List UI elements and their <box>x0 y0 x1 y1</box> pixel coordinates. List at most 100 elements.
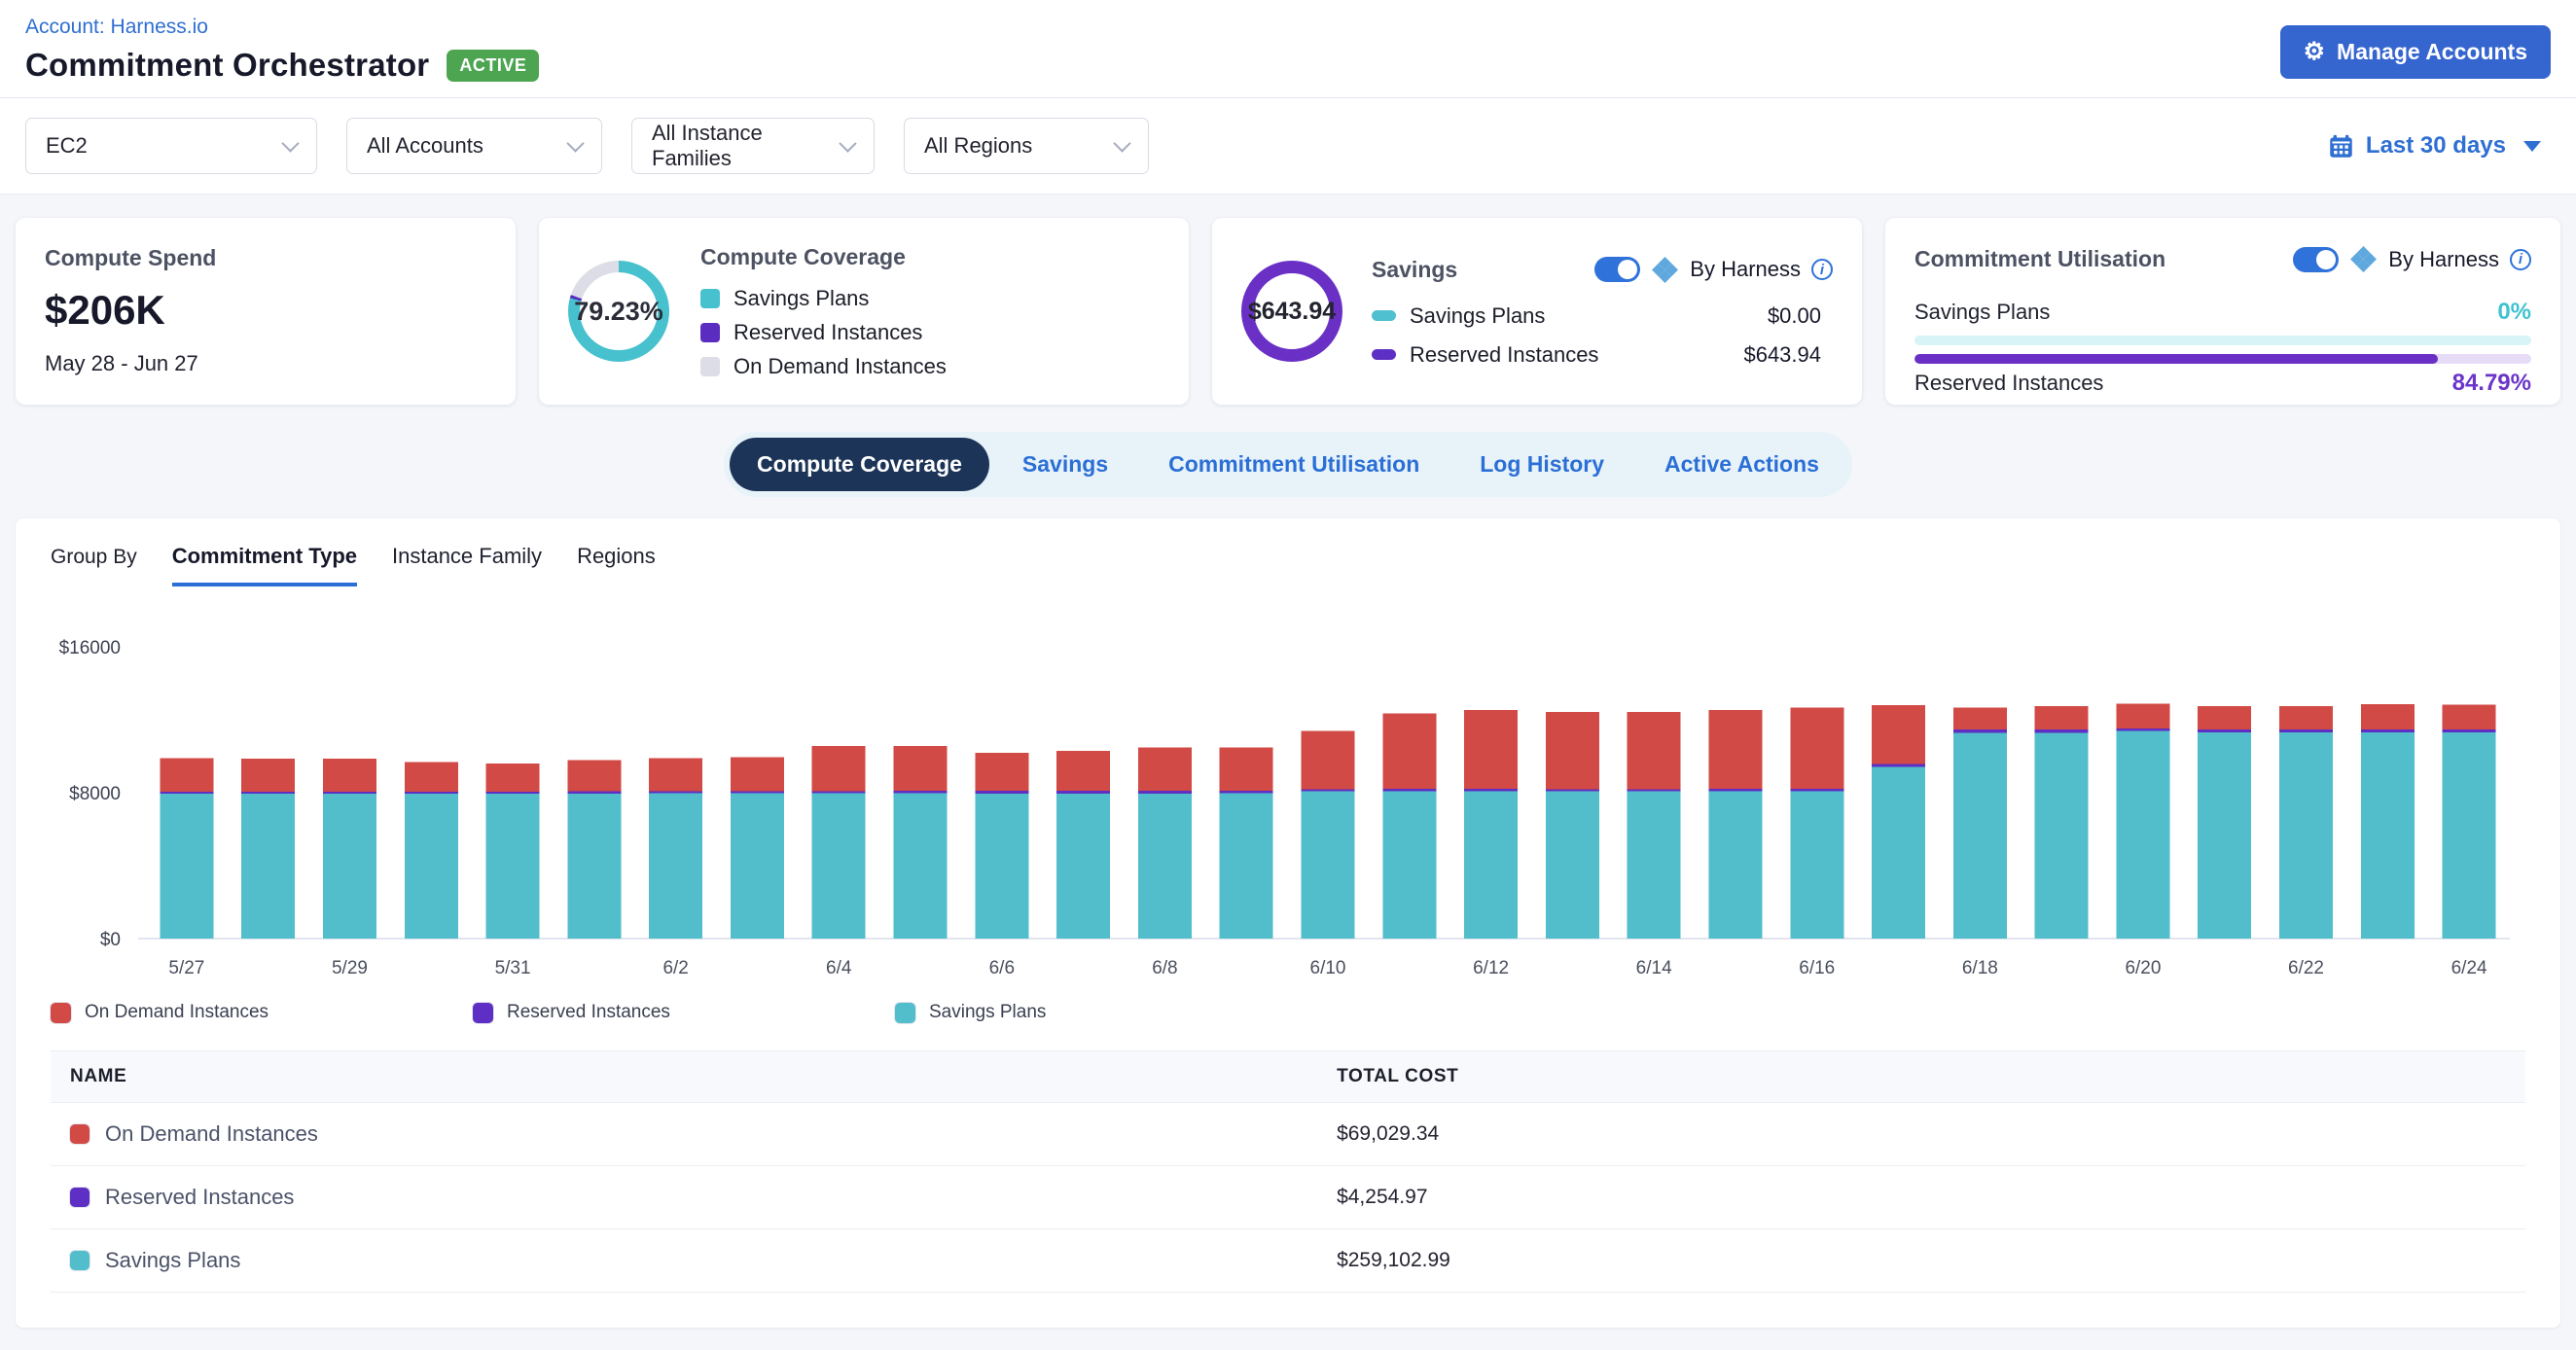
gear-icon: ⚙ <box>2303 38 2326 65</box>
tab-compute-coverage[interactable]: Compute Coverage <box>730 438 989 491</box>
compute-coverage-card: 79.23% Compute Coverage Savings Plans Re… <box>539 218 1189 405</box>
cost-table: NAME TOTAL COST On Demand Instances $69,… <box>51 1050 2525 1293</box>
harness-logo-icon <box>2350 246 2378 272</box>
compute-spend-value: $206K <box>45 287 165 333</box>
svg-text:6/8: 6/8 <box>1152 958 1177 978</box>
svg-text:5/31: 5/31 <box>495 958 531 978</box>
table-header: NAME TOTAL COST <box>51 1050 2525 1103</box>
tab-commitment-utilisation[interactable]: Commitment Utilisation <box>1168 451 1420 477</box>
svg-text:6/2: 6/2 <box>662 958 688 978</box>
group-by-instance-family[interactable]: Instance Family <box>392 544 543 568</box>
caret-down-icon <box>2523 140 2541 152</box>
row-swatch <box>70 1251 89 1270</box>
utilisation-label: Reserved Instances <box>1914 371 2104 395</box>
svg-text:$8000: $8000 <box>69 784 121 804</box>
savings-row: Savings Plans $0.00 <box>1372 303 1833 329</box>
group-by-regions[interactable]: Regions <box>577 544 656 568</box>
group-by-commitment-type[interactable]: Commitment Type <box>171 544 357 586</box>
stacked-bar-chart: $0 $8000 $16000 5/27 5/29 5/31 6/2 6/4 6/6 6/8 6/1… <box>16 586 2560 998</box>
utilisation-percent: 0% <box>2497 299 2531 325</box>
tab-active-actions[interactable]: Active Actions <box>1664 451 1819 477</box>
table-row-on-demand[interactable]: On Demand Instances $69,029.34 <box>51 1103 2525 1166</box>
svg-text:$16000: $16000 <box>59 638 121 658</box>
legend-swatch <box>51 1002 71 1023</box>
legend-swatch <box>700 356 720 376</box>
row-swatch <box>70 1188 89 1207</box>
utilisation-label: Savings Plans <box>1914 300 2051 324</box>
manage-accounts-button[interactable]: ⚙ Manage Accounts <box>2279 25 2551 79</box>
row-swatch <box>70 1124 89 1144</box>
by-harness-toggle[interactable] <box>1594 257 1641 282</box>
svg-text:6/18: 6/18 <box>1962 958 1998 978</box>
page-header: Account: Harness.io Commitment Orchestra… <box>0 0 2576 98</box>
group-by-bar: Group By Commitment Type Instance Family… <box>16 544 2560 586</box>
legend-swatch <box>1372 310 1396 321</box>
svg-text:6/24: 6/24 <box>2451 958 2487 978</box>
section-tabs: Compute Coverage Savings Commitment Util… <box>724 432 1852 497</box>
svg-text:6/4: 6/4 <box>826 958 852 978</box>
legend-swatch <box>473 1002 493 1023</box>
legend-swatch <box>895 1002 915 1023</box>
card-title: Savings <box>1372 256 1458 282</box>
svg-text:6/22: 6/22 <box>2288 958 2324 978</box>
card-title: Compute Spend <box>45 245 217 270</box>
legend-item-on-demand: On Demand Instances <box>51 1002 473 1023</box>
savings-donut-chart: $643.94 <box>1241 261 1342 362</box>
reserved-instances-utilisation-bar <box>1914 354 2531 364</box>
savings-plans-utilisation-bar <box>1914 336 2531 345</box>
chevron-down-icon <box>281 133 300 153</box>
date-range-picker[interactable]: Last 30 days <box>2328 132 2551 160</box>
group-by-label: Group By <box>51 546 137 568</box>
legend-item: Savings Plans <box>700 286 1160 311</box>
accounts-select[interactable]: All Accounts <box>346 118 602 174</box>
card-title: Commitment Utilisation <box>1914 246 2166 271</box>
harness-logo-icon <box>1652 256 1679 283</box>
summary-cards: Compute Spend $206K May 28 - Jun 27 79.2… <box>0 195 2576 418</box>
chevron-down-icon <box>566 133 585 153</box>
info-icon[interactable]: i <box>1811 259 1833 280</box>
legend-swatch <box>700 322 720 342</box>
filter-bar: EC2 All Accounts All Instance Families A… <box>0 98 2576 195</box>
coverage-percent: 79.23% <box>574 272 663 350</box>
coverage-donut-chart: 79.23% <box>568 261 669 362</box>
savings-row: Reserved Instances $643.94 <box>1372 342 1833 368</box>
svg-text:6/14: 6/14 <box>1636 958 1672 978</box>
tab-log-history[interactable]: Log History <box>1480 451 1605 477</box>
svg-text:6/10: 6/10 <box>1310 958 1346 978</box>
legend-swatch <box>700 288 720 308</box>
svg-text:6/12: 6/12 <box>1473 958 1509 978</box>
chart-canvas: $0 $8000 $16000 5/27 5/29 5/31 6/2 6/4 6/6 6/8 6/1… <box>59 638 2510 978</box>
info-icon[interactable]: i <box>2510 248 2531 270</box>
table-row-reserved[interactable]: Reserved Instances $4,254.97 <box>51 1166 2525 1229</box>
chevron-down-icon <box>1113 133 1131 153</box>
tab-savings[interactable]: Savings <box>1021 451 1109 477</box>
svg-text:6/16: 6/16 <box>1799 958 1835 978</box>
svg-text:6/6: 6/6 <box>989 958 1015 978</box>
by-harness-label: By Harness <box>1690 257 1801 281</box>
legend-item: On Demand Instances <box>700 354 1160 379</box>
card-title: Compute Coverage <box>700 243 906 269</box>
account-breadcrumb-link[interactable]: Account: Harness.io <box>25 16 208 38</box>
savings-total: $643.94 <box>1247 297 1337 325</box>
legend-item-savings: Savings Plans <box>895 1002 1317 1023</box>
savings-card: $643.94 Savings By Harness <box>1212 218 1862 405</box>
regions-select[interactable]: All Regions <box>904 118 1149 174</box>
table-row-savings[interactable]: Savings Plans $259,102.99 <box>51 1229 2525 1293</box>
instance-families-select[interactable]: All Instance Families <box>631 118 875 174</box>
by-harness-toggle[interactable] <box>2293 246 2340 272</box>
service-select[interactable]: EC2 <box>25 118 317 174</box>
page-title: Commitment Orchestrator <box>25 47 430 83</box>
legend-swatch <box>1372 349 1396 360</box>
compute-coverage-panel: Group By Commitment Type Instance Family… <box>16 518 2560 1328</box>
compute-spend-card: Compute Spend $206K May 28 - Jun 27 <box>16 218 516 405</box>
by-harness-label: By Harness <box>2388 246 2499 271</box>
chart-legend: On Demand Instances Reserved Instances S… <box>16 998 2560 1023</box>
legend-item-reserved: Reserved Instances <box>473 1002 895 1023</box>
legend-item: Reserved Instances <box>700 320 1160 345</box>
commitment-utilisation-card: Commitment Utilisation By Harness i Savi… <box>1885 218 2560 405</box>
svg-text:5/27: 5/27 <box>168 958 204 978</box>
status-badge: ACTIVE <box>447 49 540 82</box>
svg-text:5/29: 5/29 <box>332 958 368 978</box>
svg-text:$0: $0 <box>100 930 121 950</box>
calendar-icon <box>2330 134 2352 158</box>
